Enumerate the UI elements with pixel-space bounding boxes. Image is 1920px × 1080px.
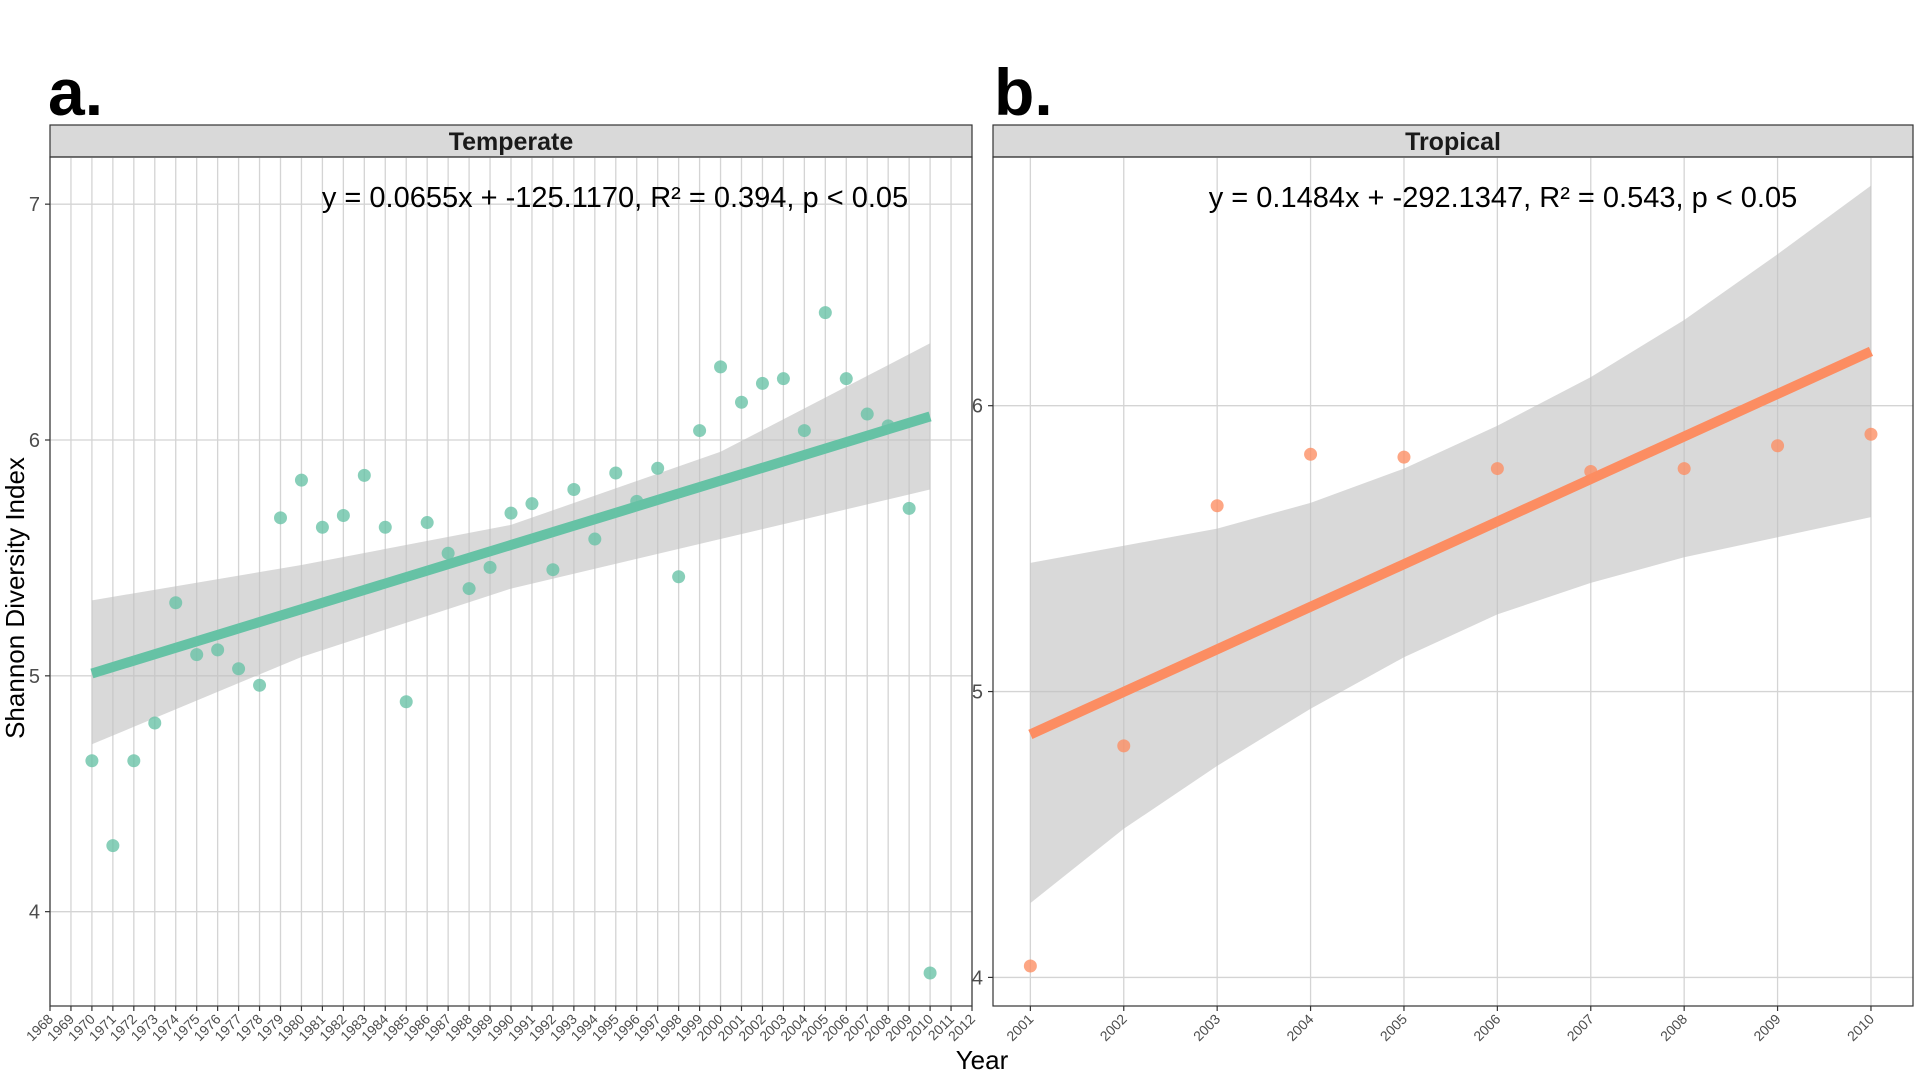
panel-b-y-tick-label: 4: [972, 967, 983, 989]
panel-a-plot: 1968196919701971197219731974197519761977…: [23, 156, 978, 1044]
panel-a-data-point: [755, 376, 769, 390]
panel-b-border: [992, 156, 1914, 1007]
panel-a-y-tick-label: 6: [29, 430, 40, 452]
panel-a-border: [49, 156, 973, 1007]
panel-b-x-tick-label: 2002: [1097, 1011, 1130, 1044]
panel-a-data-point: [127, 754, 141, 768]
y-axis-title: Shannon Diversity Index: [0, 457, 30, 739]
panel-b-data-point: [1304, 447, 1318, 461]
panel-a-regression-line: [90, 411, 932, 679]
panel-a-data-point: [232, 662, 246, 676]
x-axis-title: Year: [956, 1045, 1009, 1075]
panel-a-data-point: [357, 468, 371, 482]
panel-a-data-point: [294, 473, 308, 487]
panel-b-x-tick-label: 2001: [1003, 1011, 1036, 1044]
panel-a-data-point: [420, 516, 434, 530]
panel-a-data-point: [672, 570, 686, 584]
panel-b-data-point: [1397, 450, 1411, 464]
panel-a-data-point: [546, 563, 560, 577]
panel-b-label: b.: [994, 55, 1053, 129]
panel-a-data-point: [441, 546, 455, 560]
panel-a-data-point: [378, 520, 392, 534]
panel-b-data-point: [1490, 462, 1504, 476]
panel-a-data-point: [588, 532, 602, 546]
panel-b-strip-title: Tropical: [1405, 128, 1501, 156]
panel-a-data-point: [462, 582, 476, 596]
panel-a-data-point: [399, 695, 413, 709]
panel-a-data-point: [315, 520, 329, 534]
panel-a-label: a.: [48, 55, 103, 129]
panel-a-data-point: [148, 716, 162, 730]
panel-a-data-point: [190, 648, 204, 662]
panel-b-data-point: [1117, 739, 1131, 753]
panel-b-x-tick-label: 2007: [1564, 1011, 1597, 1044]
panel-b-x-tick-label: 2008: [1657, 1011, 1690, 1044]
panel-b-data-point: [1023, 959, 1037, 973]
panel-a-strip-title: Temperate: [449, 128, 574, 156]
panel-a-data-point: [776, 372, 790, 386]
panel-a-data-point: [525, 497, 539, 511]
panel-b-data-point: [1864, 427, 1878, 441]
panel-b-x-tick-label: 2005: [1377, 1011, 1410, 1044]
panel-a-data-point: [567, 483, 581, 497]
panel-a-data-point: [923, 966, 937, 980]
panel-b-y-tick-label: 6: [972, 396, 983, 418]
panel-a-data-point: [85, 754, 99, 768]
panel-a-data-point: [336, 508, 350, 522]
panel-a-data-point: [651, 461, 665, 475]
panel-b-data-point: [1210, 499, 1224, 513]
panel-a-data-point: [735, 395, 748, 409]
panel-b-strip: [992, 124, 1914, 158]
panel-b-data-point: [1677, 462, 1691, 476]
panel-a-data-point: [106, 839, 120, 853]
panel-a-data-point: [483, 560, 497, 574]
panel-a-data-point: [609, 466, 623, 480]
panel-a-data-point: [881, 419, 895, 433]
panel-a-data-point: [169, 596, 183, 610]
panel-b-y-tick-label: 5: [972, 682, 983, 704]
panel-b-x-tick-label: 2010: [1844, 1011, 1877, 1044]
panel-a-strip: [49, 124, 973, 158]
panel-b-x-tick-label: 2003: [1190, 1011, 1223, 1044]
panel-a-data-point: [253, 678, 267, 692]
panel-a-y-tick-label: 5: [29, 666, 40, 688]
panel-a-data-point: [504, 506, 518, 520]
panel-b-data-point: [1771, 439, 1785, 453]
panel-a-data-point: [211, 643, 225, 657]
panel-a-data-point: [902, 501, 916, 515]
panel-a-data-point: [274, 511, 287, 525]
panel-b-equation: y = 0.1484x + -292.1347, R² = 0.543, p <…: [1209, 182, 1797, 214]
panel-a-data-point: [693, 424, 707, 438]
panel-b-data-point: [1584, 464, 1598, 478]
panel-a-data-point: [818, 306, 832, 320]
panel-a-data-point: [860, 407, 874, 421]
panel-b-regression-line: [1028, 346, 1874, 739]
panel-b-x-tick-label: 2004: [1283, 1011, 1316, 1044]
panel-a-data-point: [839, 372, 853, 386]
panel-a-y-tick-label: 4: [29, 902, 40, 924]
panel-a-data-point: [714, 360, 728, 374]
panel-a-data-point: [797, 424, 811, 438]
panel-a-y-tick-label: 7: [29, 194, 40, 216]
panel-a-equation: y = 0.0655x + -125.1170, R² = 0.394, p <…: [322, 182, 908, 214]
panel-b-plot: 2001 2002 2003 2004 2005 2006 2007 2008 2009 2010…: [972, 156, 1914, 1044]
panel-b-x-tick-label: 2009: [1750, 1011, 1783, 1044]
panel-b-x-tick-label: 2006: [1470, 1011, 1503, 1044]
panel-a-data-point: [630, 494, 644, 508]
